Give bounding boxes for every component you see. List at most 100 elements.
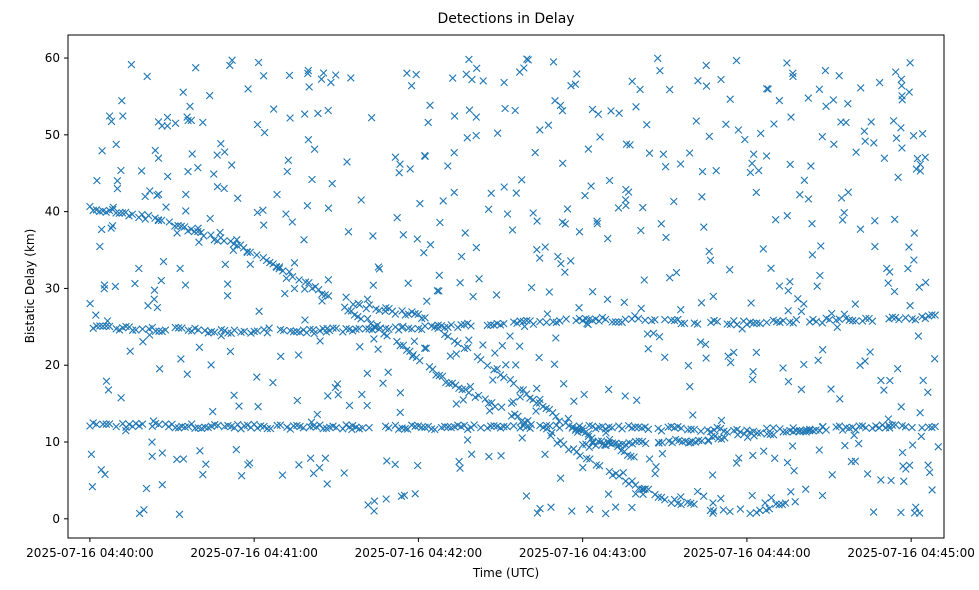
detection-point: [655, 332, 664, 341]
x-axis-label: Time (UTC): [472, 566, 539, 580]
detection-point: [565, 422, 573, 430]
detection-point: [88, 482, 97, 491]
detection-point: [288, 218, 297, 226]
detection-point: [889, 117, 898, 125]
detection-point: [863, 470, 872, 478]
detection-point: [269, 378, 277, 387]
detection-point: [112, 209, 120, 217]
detection-point: [243, 421, 252, 429]
detection-point: [138, 210, 146, 219]
detection-point: [698, 437, 706, 445]
detection-point: [918, 424, 926, 432]
detection-point: [552, 412, 560, 421]
detection-point: [100, 281, 109, 289]
detection-point: [644, 425, 653, 434]
detection-point: [214, 421, 222, 430]
detection-point: [370, 507, 378, 515]
detection-point: [293, 396, 302, 405]
detection-point: [309, 469, 318, 478]
detection-point: [363, 295, 372, 303]
detection-point: [485, 407, 494, 415]
detection-point: [435, 287, 443, 295]
detection-point: [685, 149, 694, 157]
detection-point: [93, 176, 101, 185]
detection-point: [477, 355, 485, 364]
detection-point: [637, 304, 645, 313]
detection-point: [108, 222, 117, 230]
detection-point: [931, 422, 939, 431]
detection-point: [434, 324, 442, 333]
detection-point: [319, 69, 328, 77]
detection-point: [104, 386, 113, 394]
detection-point: [852, 148, 860, 156]
detection-point: [604, 385, 613, 394]
detection-point: [515, 342, 524, 350]
detection-point: [519, 386, 528, 394]
detection-point: [139, 337, 147, 346]
detection-point: [408, 352, 417, 361]
detection-point: [880, 386, 888, 394]
detection-point: [148, 452, 156, 461]
detection-point: [465, 388, 473, 397]
detection-point: [797, 307, 806, 316]
detection-point: [323, 324, 331, 333]
detection-point: [500, 183, 508, 191]
detection-point: [861, 137, 869, 145]
detection-point: [568, 507, 576, 515]
detection-point: [191, 63, 200, 72]
detection-point: [641, 423, 649, 431]
detection-point: [905, 461, 914, 470]
detection-point: [436, 218, 444, 227]
detection-point: [105, 112, 114, 120]
detection-point: [213, 182, 222, 191]
detection-point: [797, 385, 806, 394]
detection-point: [527, 420, 535, 429]
detection-point: [749, 451, 757, 460]
detection-point: [867, 118, 875, 126]
detection-point: [444, 323, 452, 332]
detection-point: [493, 365, 501, 373]
detection-point: [220, 237, 228, 245]
detection-point: [631, 490, 640, 498]
detection-point: [444, 162, 452, 170]
detection-point: [305, 83, 313, 91]
detection-point: [174, 324, 183, 332]
detection-point: [151, 146, 160, 155]
detection-point: [276, 352, 285, 361]
detection-point: [491, 402, 499, 411]
detection-point: [726, 507, 734, 516]
detection-point: [294, 351, 303, 359]
detection-point: [842, 118, 850, 127]
detection-point: [767, 494, 776, 502]
detection-point: [195, 343, 204, 352]
detection-point: [413, 461, 422, 470]
detection-point: [295, 461, 303, 469]
detection-point: [841, 441, 849, 450]
detection-point: [201, 326, 209, 335]
detection-point: [928, 311, 936, 319]
detection-point: [588, 422, 597, 430]
detection-point: [661, 162, 670, 171]
detection-point: [743, 426, 751, 434]
detection-point: [370, 497, 379, 505]
detection-point: [690, 425, 699, 434]
detection-point: [571, 80, 580, 88]
detection-point: [272, 263, 281, 272]
detection-point: [171, 222, 179, 230]
detection-point: [213, 151, 221, 159]
detection-point: [804, 94, 813, 102]
detection-point: [444, 332, 452, 341]
detection-point: [194, 224, 202, 232]
detection-point: [637, 226, 645, 235]
detection-point: [282, 274, 291, 283]
detection-point: [173, 455, 181, 464]
detection-point: [837, 194, 846, 202]
detection-point: [450, 112, 459, 120]
detection-point: [144, 211, 153, 220]
detection-point: [456, 464, 464, 472]
detection-point: [263, 329, 272, 337]
detection-point: [756, 319, 764, 328]
detection-point: [319, 424, 327, 433]
detection-point: [472, 131, 480, 140]
detection-point: [158, 449, 167, 457]
